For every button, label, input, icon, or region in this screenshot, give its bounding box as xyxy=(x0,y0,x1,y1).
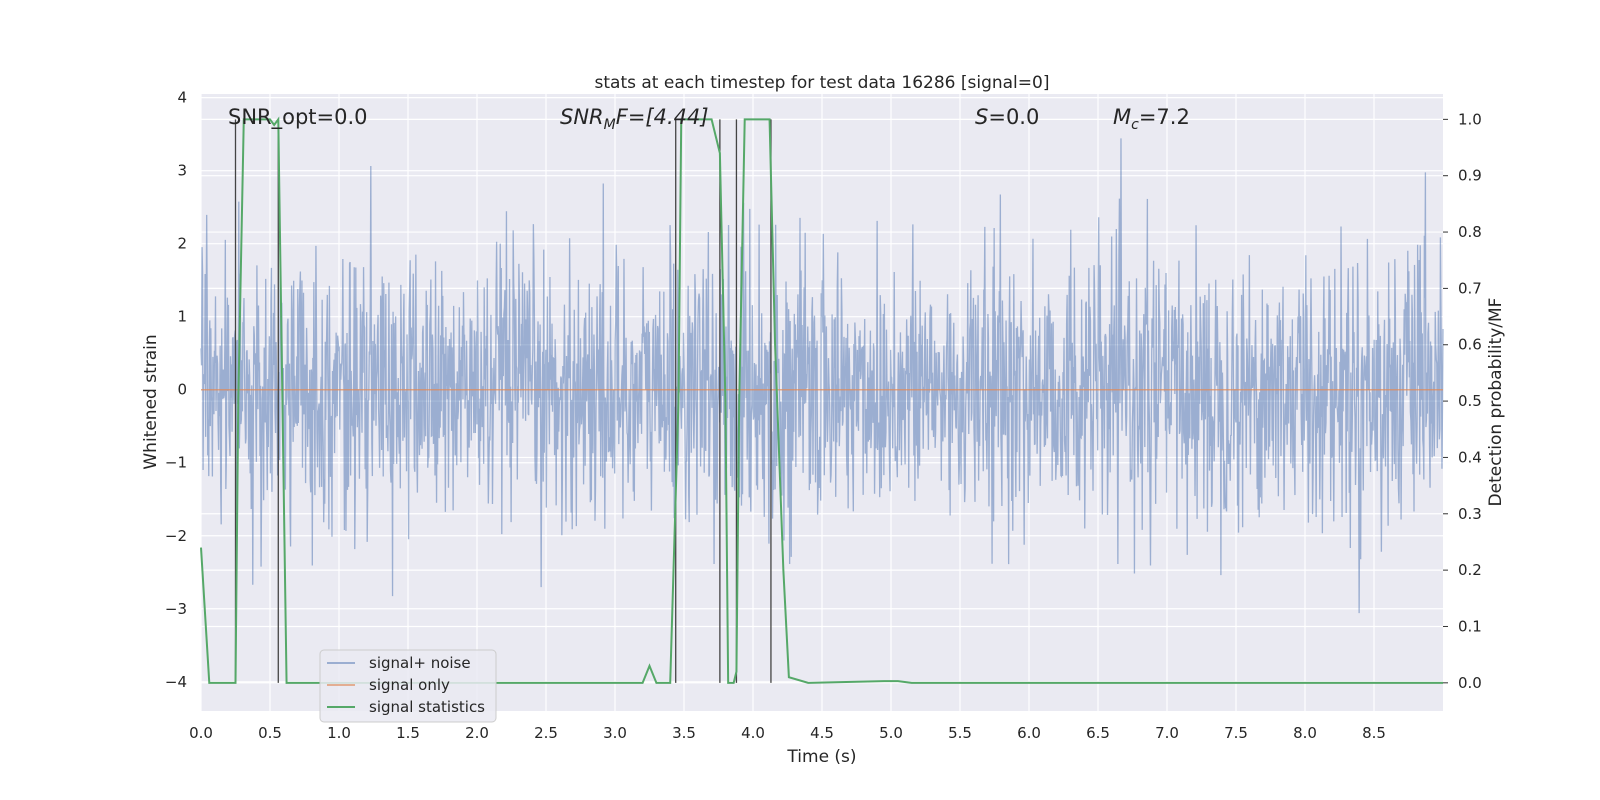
legend-label-signal-statistics: signal statistics xyxy=(369,698,485,716)
series-signal-statistics xyxy=(200,116,1443,684)
annotation-snr-mf-label: SNR xyxy=(560,105,604,129)
y2-tick-label: 0.3 xyxy=(1458,505,1482,523)
y2-tick-label: 0.7 xyxy=(1458,279,1482,297)
y2-tick-label: 0.6 xyxy=(1458,336,1482,354)
tick-labels: 0.0 0.5 1.0 1.5 2.0 2.5 3.0 3.5 4.0 4.5 5.0 5.5 6.0 6… xyxy=(165,89,1482,742)
y-tick-label: −4 xyxy=(165,673,187,691)
y-tick-label: −1 xyxy=(165,454,187,472)
legend-label-signal-noise: signal+ noise xyxy=(369,654,471,672)
annotation-s-label: S xyxy=(975,105,988,129)
annotation-snr-mf-sub: M xyxy=(604,117,616,133)
x-tick-label: 1.0 xyxy=(327,724,351,742)
annotation-s-rest: =0.0 xyxy=(988,105,1039,129)
y-axis-label: Whitened strain xyxy=(141,334,161,469)
y-tick-label: 2 xyxy=(177,235,187,253)
legend: signal+ noise signal only signal statist… xyxy=(319,649,497,723)
x-tick-label: 3.5 xyxy=(672,724,696,742)
x-tick-label: 1.5 xyxy=(396,724,420,742)
annotation-snr-mf: SNRMF=[4.44] xyxy=(560,105,709,133)
y-tick-label: −3 xyxy=(165,600,187,618)
chart-title: stats at each timestep for test data 162… xyxy=(595,73,1050,93)
x-tick-label: 4.0 xyxy=(741,724,765,742)
legend-box xyxy=(319,649,497,723)
annotation-s: S=0.0 xyxy=(975,105,1039,129)
annotation-mc-label: M xyxy=(1113,105,1131,129)
y2-tick-label: 1.0 xyxy=(1458,110,1482,128)
x-tick-label: 5.0 xyxy=(879,724,903,742)
y2-axis-label: Detection probability/MF xyxy=(1486,298,1506,507)
x-tick-label: 8.0 xyxy=(1293,724,1317,742)
y-tick-label: 0 xyxy=(177,381,187,399)
x-tick-label: 8.5 xyxy=(1362,724,1386,742)
y2-tick-label: 0.9 xyxy=(1458,167,1482,185)
series-signal-noise xyxy=(200,138,1444,614)
x-tick-label: 4.5 xyxy=(810,724,834,742)
y-tick-label: −2 xyxy=(165,527,187,545)
annotation-snr-opt: SNR_opt=0.0 xyxy=(228,105,368,130)
x-tick-label: 0.0 xyxy=(189,724,213,742)
signal-noise-line xyxy=(200,138,1444,614)
x-tick-label: 5.5 xyxy=(948,724,972,742)
x-tick-label: 7.5 xyxy=(1224,724,1248,742)
x-tick-label: 2.0 xyxy=(465,724,489,742)
y2-tick-label: 0.5 xyxy=(1458,392,1482,410)
y2-tick-label: 0.2 xyxy=(1458,561,1482,579)
x-tick-label: 3.0 xyxy=(603,724,627,742)
y2-tick-label: 0.8 xyxy=(1458,223,1482,241)
y-tick-label: 3 xyxy=(177,162,187,180)
x-tick-label: 0.5 xyxy=(258,724,282,742)
y2-tick-label: 0.1 xyxy=(1458,617,1482,635)
x-tick-label: 6.0 xyxy=(1017,724,1041,742)
annotation-mc: Mc=7.2 xyxy=(1113,105,1190,133)
annotation-snr-mf-rest: F=[4.44] xyxy=(616,105,709,129)
x-tick-label: 6.5 xyxy=(1086,724,1110,742)
x-tick-label: 2.5 xyxy=(534,724,558,742)
y-tick-label: 4 xyxy=(177,89,187,107)
y2-tick-label: 0.0 xyxy=(1458,674,1482,692)
legend-label-signal-only: signal only xyxy=(369,676,450,694)
signal-statistics-line xyxy=(200,116,1443,684)
annotation-mc-rest: =7.2 xyxy=(1139,105,1190,129)
x-axis-label: Time (s) xyxy=(786,747,856,767)
annotation-mc-sub: c xyxy=(1131,117,1139,133)
y2-tick-label: 0.4 xyxy=(1458,448,1482,466)
x-tick-label: 7.0 xyxy=(1155,724,1179,742)
y-tick-label: 1 xyxy=(177,308,187,326)
